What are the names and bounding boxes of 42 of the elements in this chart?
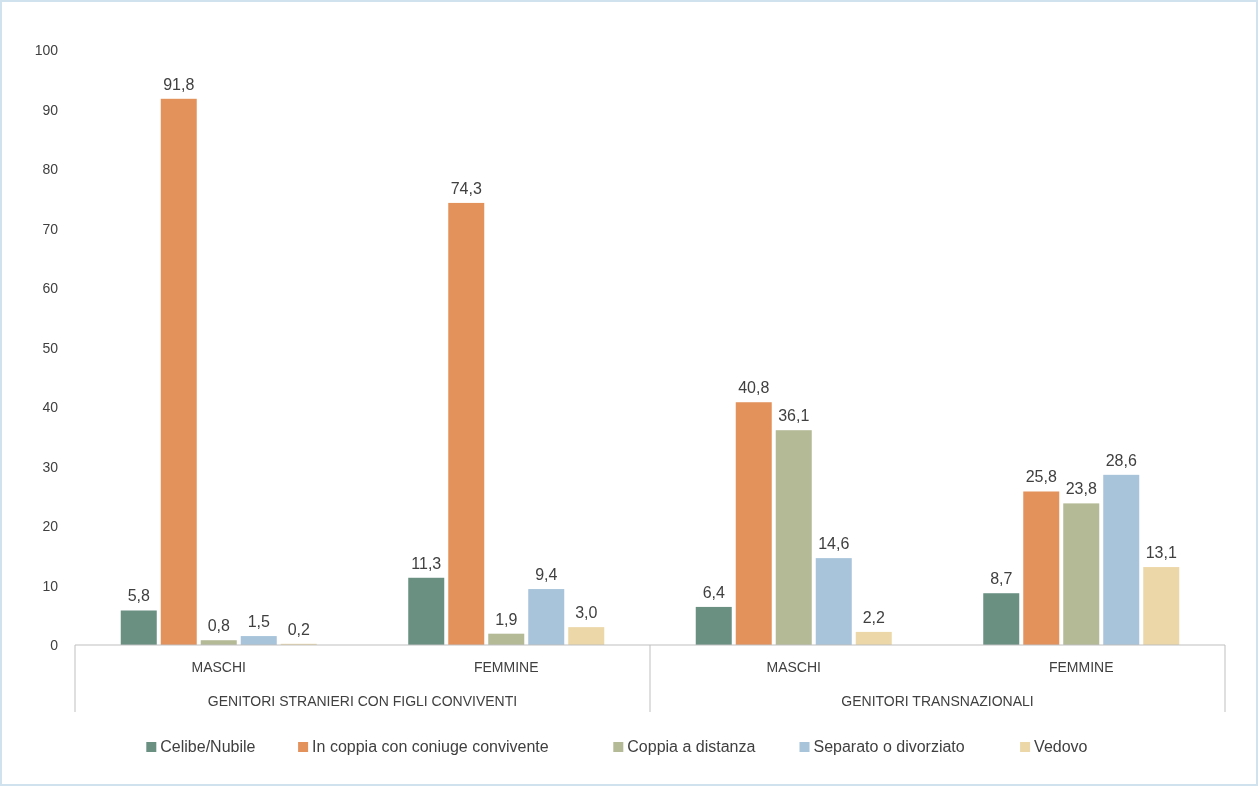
data-label: 25,8 — [1025, 468, 1057, 486]
data-label: 9,4 — [535, 566, 558, 584]
legend-label: Vedovo — [1034, 738, 1088, 755]
data-label: 28,6 — [1105, 451, 1137, 469]
legend-label: In coppia con coniuge convivente — [312, 738, 549, 755]
y-tick-label: 100 — [34, 42, 59, 58]
legend-label: Separato o divorziato — [813, 738, 965, 755]
data-label: 6,4 — [702, 583, 725, 601]
data-label: 1,9 — [495, 610, 518, 628]
y-tick-label: 90 — [42, 101, 59, 118]
data-label: 13,1 — [1145, 544, 1177, 562]
legend-label: Celibe/Nubile — [160, 738, 256, 755]
data-label: 14,6 — [818, 535, 850, 553]
text: GENITORI STRANIERI CON FIGLI CONVIVENTI — [207, 693, 518, 709]
data-label: 36,1 — [778, 407, 810, 425]
data-label: 2,2 — [862, 608, 885, 626]
data-label: 1,5 — [247, 613, 270, 631]
y-tick-label: 10 — [42, 577, 59, 594]
y-tick-label: 80 — [42, 161, 59, 177]
text: GENITORI TRANSNAZIONALI — [841, 693, 1034, 709]
x-tick-label: MASCHI — [191, 659, 246, 675]
y-tick-label: 60 — [42, 280, 59, 296]
y-tick-label: 30 — [42, 458, 59, 475]
x-tick-label: MASCHI — [766, 659, 821, 675]
data-label: 74,3 — [450, 179, 482, 197]
data-label: 0,2 — [287, 620, 310, 638]
y-tick-label: 0 — [50, 637, 59, 653]
data-label: 0,8 — [207, 617, 230, 635]
data-label: 23,8 — [1065, 480, 1097, 498]
data-label: 8,7 — [990, 570, 1013, 588]
y-tick-label: 70 — [42, 220, 59, 237]
data-label: 5,8 — [127, 587, 150, 605]
data-label: 3,0 — [575, 604, 598, 622]
y-tick-label: 40 — [42, 399, 59, 415]
y-tick-label: 20 — [42, 518, 59, 534]
legend-label: Coppia a distanza — [627, 738, 756, 755]
x-tick-label: FEMMINE — [473, 659, 539, 675]
y-tick-label: 50 — [42, 339, 59, 356]
data-label: 40,8 — [738, 379, 770, 397]
data-label: 91,8 — [163, 75, 195, 93]
x-tick-label: FEMMINE — [1048, 659, 1114, 675]
data-label: 11,3 — [411, 554, 442, 572]
